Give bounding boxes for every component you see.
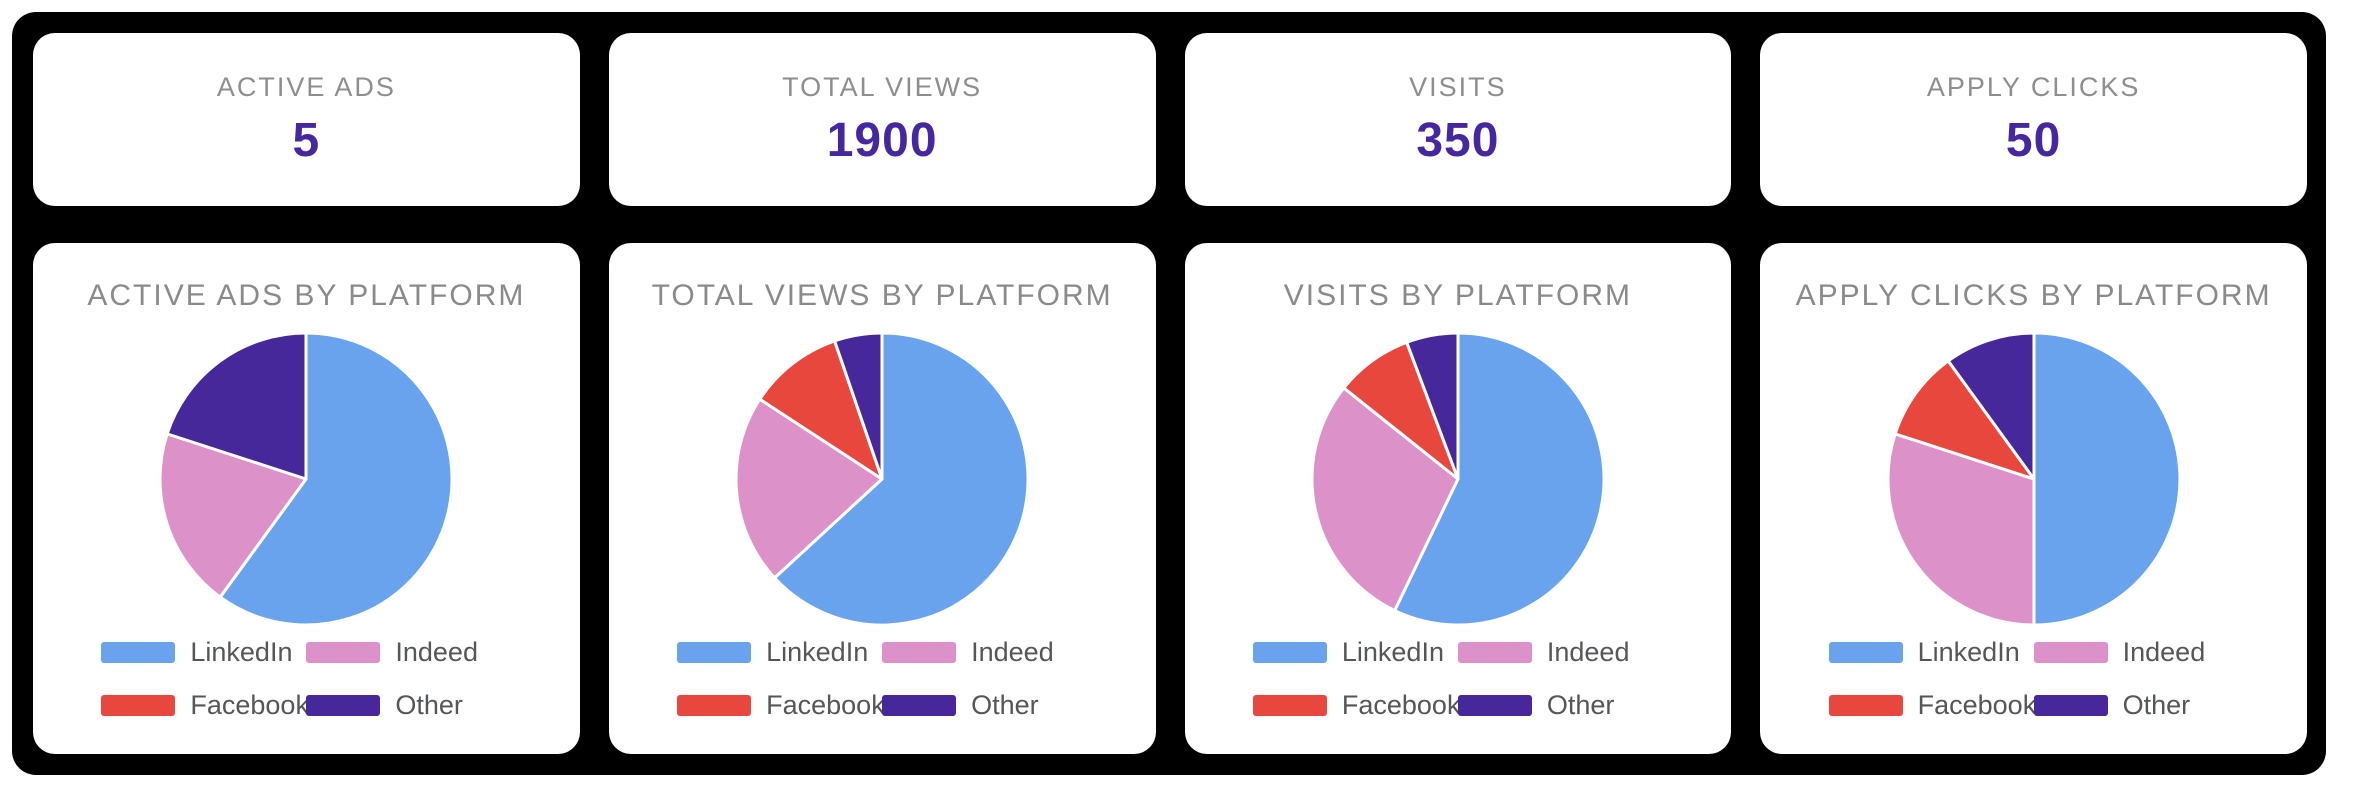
legend-item-linkedin[interactable]: LinkedIn — [1828, 637, 2034, 668]
legend-label: Facebook — [1341, 690, 1461, 720]
legend-label: LinkedIn — [1341, 637, 1444, 667]
legend-label: Indeed — [2122, 637, 2206, 667]
stat-card-total-views: TOTAL VIEWS 1900 — [608, 33, 1156, 206]
legend-label: LinkedIn — [190, 637, 293, 667]
pie-slice-indeed — [1886, 432, 2036, 627]
chart-title: APPLY CLICKS BY PLATFORM — [1795, 279, 2272, 312]
legend-label: Facebook — [1917, 690, 2037, 720]
legend-swatch-facebook — [1828, 695, 1903, 716]
pie-slice-facebook — [1893, 359, 2036, 481]
legend-swatch-indeed — [1457, 642, 1532, 663]
stat-value: 350 — [1416, 113, 1500, 167]
legend-item-other[interactable]: Other — [882, 690, 1087, 721]
pie-slice-indeed — [734, 397, 884, 580]
legend-item-linkedin[interactable]: LinkedIn — [1252, 637, 1458, 668]
pie-slice-linkedin — [2032, 331, 2182, 627]
stat-label: ACTIVE ADS — [216, 71, 396, 102]
chart-legend: LinkedIn Indeed Facebook Other — [677, 637, 1087, 721]
pie-slice-linkedin — [219, 331, 454, 627]
chart-card-total-views-by-platform: TOTAL VIEWS BY PLATFORM LinkedIn Indeed … — [608, 243, 1156, 754]
chart-title: TOTAL VIEWS BY PLATFORM — [651, 279, 1113, 312]
stat-card-apply-clicks: APPLY CLICKS 50 — [1760, 33, 2307, 206]
legend-label: LinkedIn — [1917, 637, 2020, 667]
legend-item-other[interactable]: Other — [1457, 690, 1663, 721]
stat-value: 50 — [2005, 113, 2062, 167]
chart-card-active-ads-by-platform: ACTIVE ADS BY PLATFORM LinkedIn Indeed F… — [33, 243, 580, 754]
legend-swatch-linkedin — [1828, 642, 1903, 663]
legend-label: Indeed — [395, 637, 478, 667]
legend-item-facebook[interactable]: Facebook — [1828, 690, 2037, 721]
pie-slice-other — [833, 331, 884, 481]
stat-value: 5 — [292, 113, 321, 167]
legend-label: Facebook — [190, 690, 309, 720]
legend-label: Indeed — [1546, 637, 1630, 667]
pie-chart-visits — [1310, 331, 1606, 627]
legend-swatch-indeed — [2033, 642, 2108, 663]
stat-card-visits: VISITS 350 — [1184, 33, 1732, 206]
legend-swatch-other — [306, 695, 381, 716]
stat-label: APPLY CLICKS — [1926, 71, 2141, 102]
pie-chart-apply-clicks — [1886, 331, 2182, 627]
chart-legend: LinkedIn Indeed Facebook Other — [101, 637, 511, 721]
legend-swatch-facebook — [1252, 695, 1327, 716]
legend-swatch-indeed — [306, 642, 381, 663]
legend-swatch-other — [882, 695, 957, 716]
dashboard-background: ACTIVE ADS 5 TOTAL VIEWS 1900 VISITS 350… — [12, 12, 2326, 775]
legend-swatch-linkedin — [677, 642, 752, 663]
legend-item-linkedin[interactable]: LinkedIn — [677, 637, 882, 668]
stat-label: VISITS — [1409, 71, 1507, 102]
legend-item-indeed[interactable]: Indeed — [306, 637, 511, 668]
legend-swatch-linkedin — [101, 642, 176, 663]
legend-label: Other — [2122, 690, 2191, 720]
pie-slice-other — [1946, 331, 2036, 481]
legend-label: Other — [395, 690, 463, 720]
chart-card-visits-by-platform: VISITS BY PLATFORM LinkedIn Indeed Faceb… — [1184, 243, 1732, 754]
legend-label: Facebook — [766, 690, 885, 720]
pie-chart-total-views — [734, 331, 1030, 627]
pie-slice-indeed — [1310, 386, 1460, 613]
legend-label: LinkedIn — [766, 637, 869, 667]
legend-swatch-facebook — [101, 695, 176, 716]
pie-slice-linkedin — [773, 331, 1030, 627]
pie-slice-linkedin — [1393, 331, 1606, 627]
stat-label: TOTAL VIEWS — [782, 71, 983, 102]
pie-slice-other — [166, 331, 308, 481]
legend-label: Other — [1546, 690, 1615, 720]
pie-chart-active-ads — [158, 331, 454, 627]
stat-card-active-ads: ACTIVE ADS 5 — [33, 33, 580, 206]
chart-legend: LinkedIn Indeed Facebook Other — [1828, 637, 2239, 721]
legend-swatch-linkedin — [1252, 642, 1327, 663]
legend-item-other[interactable]: Other — [2033, 690, 2239, 721]
legend-item-facebook[interactable]: Facebook — [677, 690, 885, 721]
chart-title: VISITS BY PLATFORM — [1283, 279, 1633, 312]
legend-swatch-indeed — [882, 642, 957, 663]
legend-item-linkedin[interactable]: LinkedIn — [101, 637, 306, 668]
legend-item-indeed[interactable]: Indeed — [882, 637, 1087, 668]
legend-label: Indeed — [971, 637, 1054, 667]
pie-slice-facebook — [758, 339, 884, 481]
legend-item-facebook[interactable]: Facebook — [1252, 690, 1461, 721]
legend-swatch-other — [2033, 695, 2108, 716]
legend-item-facebook[interactable]: Facebook — [101, 690, 309, 721]
legend-swatch-other — [1457, 695, 1532, 716]
legend-item-indeed[interactable]: Indeed — [1457, 637, 1663, 668]
pie-slice-indeed — [158, 432, 308, 599]
chart-card-apply-clicks-by-platform: APPLY CLICKS BY PLATFORM LinkedIn Indeed… — [1760, 243, 2307, 754]
pie-slice-other — [1405, 331, 1460, 481]
chart-legend: LinkedIn Indeed Facebook Other — [1252, 637, 1663, 721]
legend-label: Other — [971, 690, 1039, 720]
stat-value: 1900 — [826, 113, 938, 167]
chart-title: ACTIVE ADS BY PLATFORM — [87, 279, 526, 312]
legend-swatch-facebook — [677, 695, 752, 716]
legend-item-other[interactable]: Other — [306, 690, 511, 721]
legend-item-indeed[interactable]: Indeed — [2033, 637, 2239, 668]
